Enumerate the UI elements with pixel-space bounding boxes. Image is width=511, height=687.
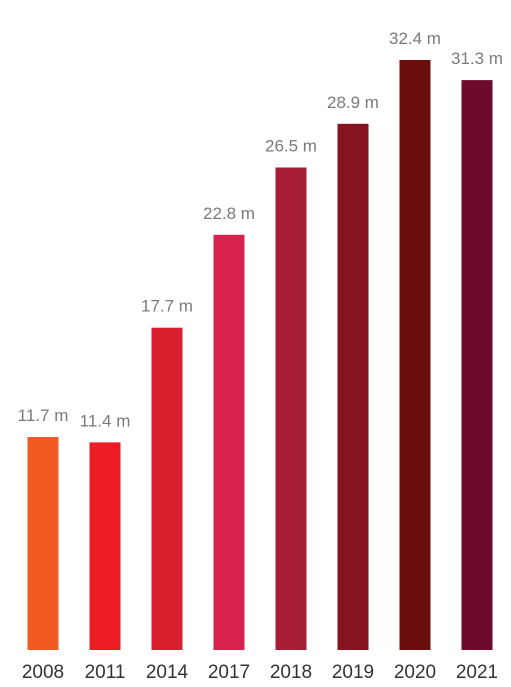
value-labels-layer: 11.7 m 11.4 m 17.7 m 22.8 m 26.5 m 28.9 m 32.4…	[18, 29, 503, 430]
bar-2019	[337, 123, 369, 651]
bar-2014	[151, 327, 183, 650]
data-label-2011: 11.4 m	[80, 411, 131, 430]
bars-layer	[27, 60, 493, 651]
x-tick-label-2019: 2019	[332, 662, 374, 683]
x-tick-labels-layer: 2008 2011 2014 2017 2018 2019 2020 2021	[22, 662, 498, 683]
bar-2021	[461, 80, 493, 651]
data-label-2017: 22.8 m	[203, 204, 255, 223]
x-tick-label-2008: 2008	[22, 662, 64, 683]
data-label-2018: 26.5 m	[265, 137, 317, 156]
bar-2018	[275, 167, 307, 650]
x-tick-label-2021: 2021	[456, 662, 498, 683]
bar-2017	[213, 234, 245, 651]
x-tick-label-2020: 2020	[394, 662, 436, 683]
x-tick-label-2017: 2017	[208, 662, 250, 683]
data-label-2008: 11.7 m	[18, 406, 69, 425]
bar-2008	[27, 437, 59, 650]
bar-2011	[89, 442, 121, 650]
x-tick-label-2018: 2018	[270, 662, 312, 683]
x-tick-label-2014: 2014	[146, 662, 189, 683]
data-label-2020: 32.4 m	[389, 29, 441, 48]
data-label-2014: 17.7 m	[141, 297, 193, 316]
bar-2020	[399, 60, 431, 650]
data-label-2021: 31.3 m	[451, 49, 503, 68]
x-tick-label-2011: 2011	[85, 662, 126, 683]
data-label-2019: 28.9 m	[327, 93, 379, 112]
